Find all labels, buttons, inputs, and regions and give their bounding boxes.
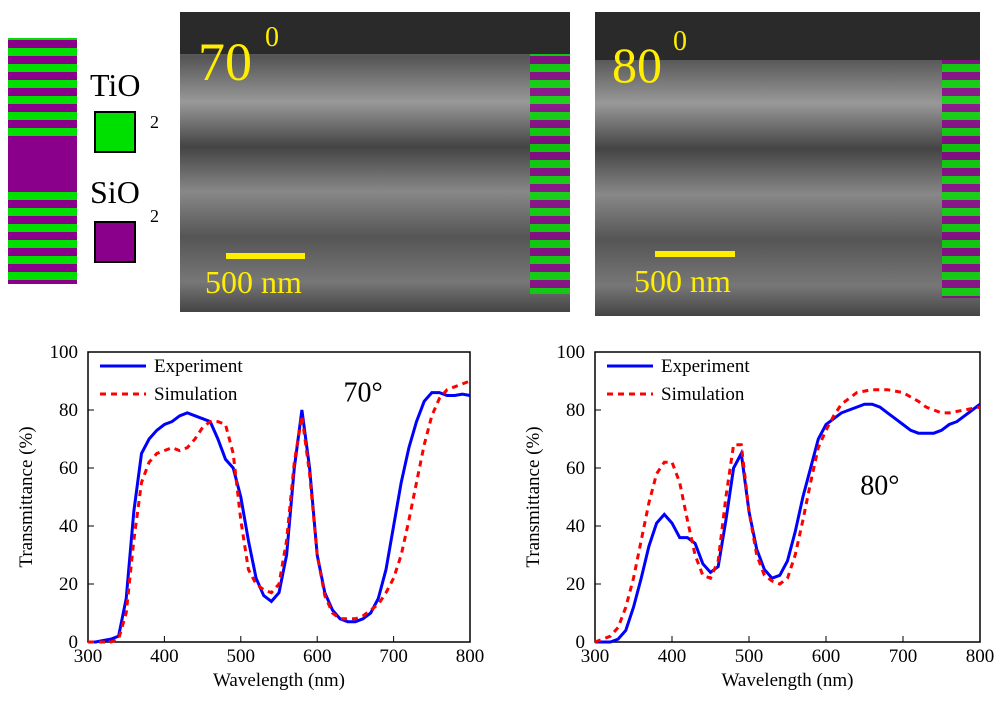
legend-label: Experiment [154,356,243,377]
scale-bar-label: 500 nm [205,264,302,300]
series-line [594,388,981,644]
x-tick-label: 400 [658,646,687,667]
y-tick-label: 100 [50,342,79,363]
angle-superscript: 0 [673,26,687,57]
y-tick-label: 60 [566,458,585,479]
x-tick-label: 700 [889,646,918,667]
x-tick-label: 600 [303,646,332,667]
x-axis-label: Wavelength (nm) [722,670,854,691]
legend-label: Experiment [661,356,750,377]
y-tick-label: 60 [59,458,78,479]
x-tick-label: 700 [379,646,408,667]
legend-label: TiO [90,67,140,103]
sio2-swatch [94,221,136,263]
x-tick-label: 600 [812,646,841,667]
plot-frame [87,351,471,643]
x-tick-label: 400 [150,646,179,667]
series-line [595,402,981,644]
y-tick-label: 0 [69,632,79,653]
series-line [88,379,471,644]
angle-label: 80 [612,37,662,93]
x-tick-label: 300 [581,646,610,667]
x-tick-label: 300 [74,646,103,667]
x-tick-label: 800 [966,646,995,667]
angle-superscript: 0 [265,22,279,53]
plot-frame [594,351,981,643]
legend-label: Simulation [154,384,238,405]
x-axis-label: Wavelength (nm) [213,670,345,691]
x-tick-label: 500 [735,646,764,667]
y-tick-label: 20 [59,574,78,595]
y-tick-label: 0 [576,632,586,653]
angle-label: 70 [198,32,252,92]
legend-subscript: 2 [150,206,159,226]
sem-image [595,12,980,316]
x-tick-label: 500 [227,646,256,667]
annotation: 70° [343,378,382,409]
y-axis-label: Transmittance (%) [523,426,544,567]
y-tick-label: 40 [566,516,585,537]
sem-image [180,12,570,312]
layer-stack [8,38,77,284]
legend-label: SiO [90,174,140,210]
legend-label: Simulation [661,384,745,405]
tio2-swatch [94,111,136,153]
y-tick-label: 40 [59,516,78,537]
series-line [88,391,471,644]
y-axis-label: Transmittance (%) [16,426,37,567]
y-tick-label: 100 [557,342,586,363]
x-tick-label: 800 [456,646,485,667]
scale-bar-label: 500 nm [634,263,731,299]
legend-subscript: 2 [150,112,159,132]
y-tick-label: 80 [59,400,78,421]
y-tick-label: 20 [566,574,585,595]
annotation: 80° [860,471,899,502]
y-tick-label: 80 [566,400,585,421]
